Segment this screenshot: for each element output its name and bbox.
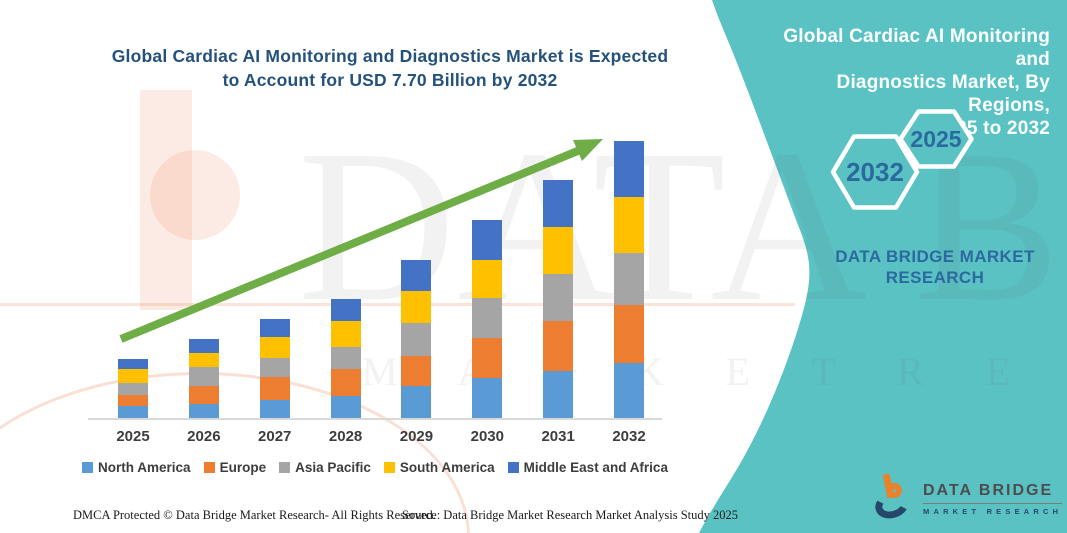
right-title-line2: Diagnostics Market, By Regions,	[836, 72, 1050, 116]
x-tick-label-2027: 2027	[258, 428, 292, 445]
bar-segment-asia-pacific-2025	[118, 383, 148, 395]
bar-segment-north-america-2025	[118, 405, 148, 418]
x-tick-label-2032: 2032	[612, 428, 646, 445]
bar-segment-asia-pacific-2028	[330, 347, 361, 369]
logo-bowl-icon	[887, 483, 902, 498]
bar-segment-middle-east-and-africa-2025	[118, 358, 148, 370]
bar-segment-north-america-2027	[259, 400, 290, 418]
x-tick-label-2029: 2029	[399, 428, 434, 445]
legend-label: North America	[98, 460, 191, 475]
x-axis-line	[88, 418, 662, 420]
bar-segment-asia-pacific-2026	[188, 366, 219, 386]
footer-source: Source: Data Bridge Market Research Mark…	[402, 508, 739, 522]
legend-item-europe: Europe	[203, 460, 267, 475]
bar-segment-europe-2027	[259, 377, 290, 401]
bar-segment-europe-2028	[330, 368, 361, 397]
chart-title-line1: Global Cardiac AI Monitoring and Diagnos…	[111, 46, 669, 66]
legend-item-north-america: North America	[82, 460, 191, 475]
brand-text-line2: RESEARCH	[885, 268, 985, 287]
bar-segment-europe-2032	[614, 304, 645, 363]
brand-text: DATA BRIDGE MARKET RESEARCH	[810, 246, 1060, 288]
logo-subtitle: MARKET RESEARCH	[923, 507, 1063, 516]
hexagon-2025-label: 2025	[910, 126, 961, 152]
bar-segment-asia-pacific-2027	[259, 357, 290, 378]
bar-segment-south-america-2032	[614, 196, 645, 254]
x-tick-label-2028: 2028	[328, 428, 363, 445]
bar-segment-middle-east-and-africa-2032	[614, 140, 645, 197]
bar-segment-asia-pacific-2032	[614, 253, 645, 305]
footer-dmca: DMCA Protected © Data Bridge Market Rese…	[73, 508, 436, 522]
legend-item-south-america: South America	[383, 460, 495, 475]
bar-segment-south-america-2025	[118, 369, 148, 384]
legend-label: Europe	[219, 460, 267, 475]
x-tick-label-2025: 2025	[116, 428, 150, 445]
bar-segment-europe-2029	[401, 356, 432, 386]
right-panel-title: Global Cardiac AI Monitoring and Diagnos…	[760, 25, 1050, 140]
bar-segment-north-america-2031	[543, 370, 574, 418]
legend-swatch-icon	[279, 462, 291, 473]
bar-segment-north-america-2032	[614, 362, 645, 418]
hexagon-2032-label: 2032	[846, 157, 904, 187]
bar-segment-north-america-2028	[330, 396, 361, 418]
brand-text-line1: DATA BRIDGE MARKET	[835, 247, 1035, 266]
bar-segment-europe-2030	[472, 338, 503, 379]
legend-item-asia-pacific: Asia Pacific	[279, 460, 371, 475]
legend-swatch-icon	[383, 462, 395, 473]
bar-segment-north-america-2026	[188, 404, 219, 418]
bar-segment-north-america-2030	[472, 378, 503, 418]
hexagon-2025-icon	[898, 109, 974, 169]
legend-label: Asia Pacific	[295, 460, 371, 475]
legend: North America Europe Asia Pacific South Ame…	[70, 460, 680, 475]
legend-item-middle-east-and-africa: Middle East and Africa	[507, 460, 668, 475]
legend-swatch-icon	[507, 462, 519, 473]
right-title-line1: Global Cardiac AI Monitoring and	[783, 26, 1050, 70]
logo-name: DATA BRIDGE	[923, 482, 1063, 504]
legend-swatch-icon	[203, 462, 215, 473]
dbmr-logo-b-icon	[871, 473, 914, 523]
bar-2025	[118, 358, 148, 418]
dbmr-logo: DATA BRIDGE MARKET RESEARCH	[871, 473, 1063, 523]
x-tick-label-2030: 2030	[470, 428, 504, 445]
legend-label: Middle East and Africa	[523, 460, 668, 475]
chart-title-line2: to Account for USD 7.70 Billion by 2032	[222, 70, 558, 90]
bar-segment-europe-2026	[188, 385, 219, 404]
chart-title: Global Cardiac AI Monitoring and Diagnos…	[95, 44, 685, 92]
bar-segment-europe-2025	[118, 394, 148, 406]
bar-2032	[614, 140, 645, 418]
bar-segment-north-america-2029	[401, 386, 432, 418]
x-tick-label-2026: 2026	[187, 428, 221, 445]
legend-swatch-icon	[82, 462, 94, 473]
hexagon-2032-icon	[830, 134, 920, 210]
bar-segment-south-america-2026	[188, 352, 219, 367]
x-tick-label-2031: 2031	[541, 428, 575, 445]
legend-label: South America	[399, 460, 495, 475]
